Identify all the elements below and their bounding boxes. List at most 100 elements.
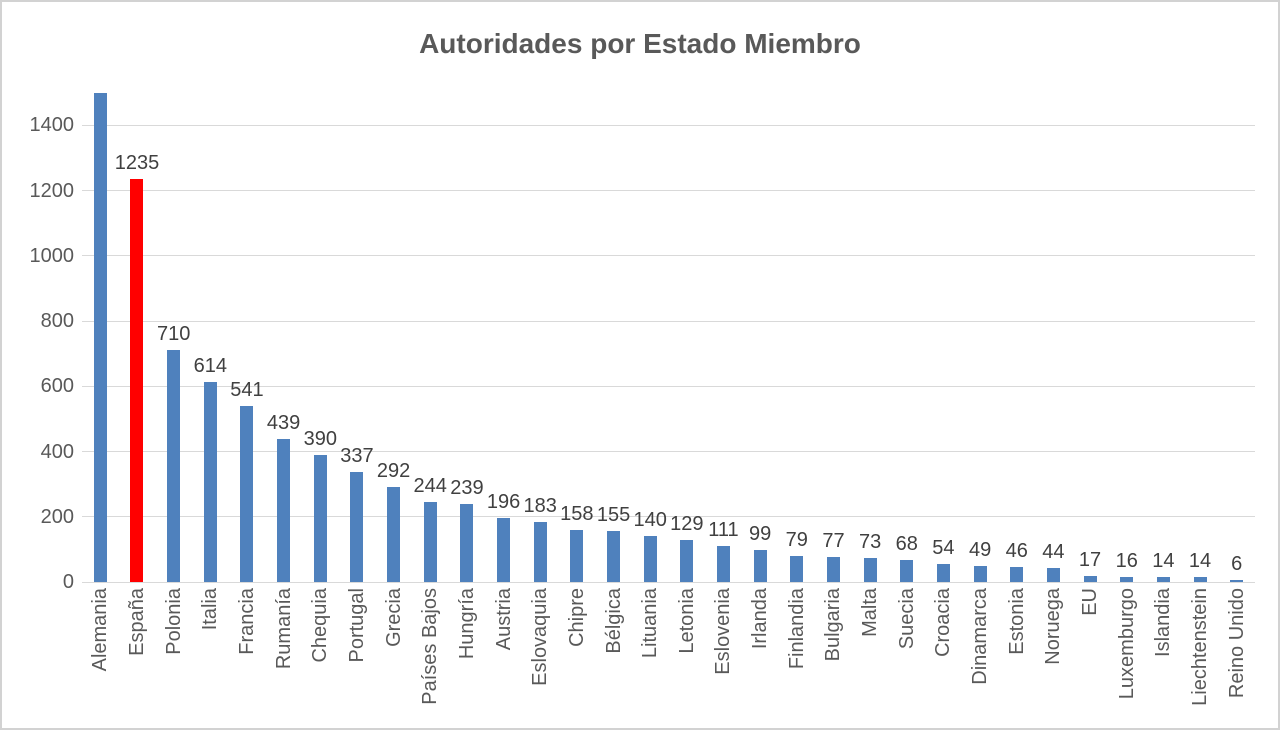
- x-axis-category-label: Islandia: [1152, 588, 1175, 657]
- bar-finlandia: [790, 556, 804, 582]
- bar-eslovenia: [716, 545, 730, 582]
- bar-liechtenstein: [1193, 577, 1207, 582]
- x-axis-category-label: Eslovaquia: [529, 588, 552, 686]
- gridline-400: [82, 451, 1255, 452]
- gridline-800: [82, 320, 1255, 322]
- x-axis-category-label: Eslovenia: [712, 588, 735, 675]
- bar-reino-unido: [1230, 580, 1244, 582]
- bar-grecia: [387, 486, 401, 582]
- x-axis-category-label: Noruega: [1042, 588, 1065, 665]
- x-axis-category-label: Estonia: [1005, 588, 1028, 655]
- x-axis-category-label: Italia: [199, 588, 222, 631]
- bar-malta: [863, 558, 877, 582]
- data-label-polonia: 710: [156, 323, 191, 346]
- bar-estonia: [1010, 566, 1024, 582]
- chart-title: Autoridades por Estado Miembro: [419, 28, 861, 59]
- gridline-1200: [82, 190, 1255, 191]
- data-label-chipre: 158: [560, 503, 594, 526]
- bar-letonia: [680, 539, 694, 582]
- data-label-hungría: 239: [450, 477, 484, 500]
- data-label-portugal: 337: [340, 445, 374, 468]
- y-axis-tick-label: 1000: [29, 244, 75, 267]
- data-label-reino-unido: 6: [1231, 553, 1243, 576]
- y-axis-tick-label: 1400: [29, 114, 75, 137]
- gridline-1400: [82, 124, 1255, 126]
- x-axis-category-label: Países Bajos: [419, 588, 442, 705]
- x-axis-category-label: Letonia: [675, 588, 698, 654]
- gridline-1000: [82, 255, 1255, 257]
- data-label-bulgaria: 77: [822, 529, 845, 552]
- y-axis-tick-label: 200: [40, 505, 74, 528]
- bar-lituania: [643, 536, 657, 582]
- data-label-eu: 17: [1078, 549, 1102, 572]
- bar-eslovaquia: [533, 522, 547, 582]
- data-label-grecia: 292: [376, 459, 411, 482]
- x-axis-category-label: Chequia: [309, 588, 332, 663]
- y-axis-tick-label: 1200: [29, 179, 75, 202]
- x-axis-category-label: Finlandia: [785, 588, 808, 670]
- bar-alemania: [93, 92, 107, 582]
- data-label-liechtenstein: 14: [1188, 550, 1212, 573]
- x-axis-category-label: Bélgica: [602, 588, 625, 654]
- data-label-letonia: 129: [670, 512, 704, 535]
- data-label-eslovenia: 111: [708, 518, 739, 541]
- data-label-dinamarca: 49: [968, 539, 992, 561]
- y-axis-tick-label: 0: [62, 571, 74, 593]
- x-axis-category-label: Luxemburgo: [1115, 588, 1138, 700]
- data-label-países-bajos: 244: [413, 475, 447, 498]
- data-label-bélgica: 155: [596, 504, 631, 527]
- x-axis-category-label: España: [125, 588, 148, 656]
- x-axis-category-label: Francia: [235, 588, 258, 655]
- x-axis-category-label: Bulgaria: [822, 588, 845, 662]
- x-axis-category-label: Rumanía: [272, 588, 295, 670]
- data-label-españa: 1235: [114, 152, 160, 175]
- data-label-malta: 73: [858, 531, 882, 554]
- data-label-suecia: 68: [895, 532, 918, 555]
- bar-dinamarca: [973, 566, 987, 582]
- bar-chequia: [313, 454, 327, 582]
- x-axis-category-label: Croacia: [932, 588, 955, 657]
- data-label-rumanía: 439: [266, 411, 301, 434]
- bar-irlanda: [753, 549, 767, 582]
- bar-bulgaria: [826, 556, 840, 582]
- bar-hungría: [460, 504, 474, 582]
- gridline-600: [82, 385, 1255, 387]
- bar-polonia: [167, 350, 181, 582]
- y-axis-tick-label: 400: [40, 440, 74, 463]
- x-axis-category-label: Irlanda: [749, 588, 772, 650]
- data-label-finlandia: 79: [785, 529, 808, 552]
- bar-islandia: [1156, 577, 1170, 582]
- x-axis-category-label: Grecia: [382, 588, 405, 647]
- gridline-0: [82, 581, 1255, 583]
- x-axis-category-label: EU: [1079, 588, 1102, 616]
- data-label-luxemburgo: 16: [1115, 549, 1138, 572]
- data-label-francia: 541: [230, 378, 264, 401]
- gridline-200: [82, 516, 1255, 518]
- bar-luxemburgo: [1120, 576, 1134, 582]
- bar-italia: [203, 381, 217, 582]
- bar-eu: [1083, 576, 1097, 582]
- data-label-estonia: 46: [1005, 539, 1028, 562]
- data-label-chequia: 390: [303, 427, 337, 450]
- y-axis-tick-label: 800: [40, 310, 74, 332]
- y-axis-tick-label: 600: [40, 375, 74, 398]
- data-label-italia: 614: [193, 354, 227, 377]
- x-axis-category-label: Suecia: [895, 588, 918, 650]
- x-axis-category-label: Alemania: [89, 588, 112, 672]
- x-axis-category-label: Polonia: [162, 588, 185, 655]
- bar-austria: [497, 518, 511, 582]
- bar-francia: [240, 405, 254, 582]
- bar-países-bajos: [423, 502, 437, 582]
- data-label-lituania: 140: [633, 509, 667, 532]
- x-axis-category-label: Malta: [859, 588, 882, 637]
- x-axis-category-label: Austria: [492, 588, 515, 651]
- data-label-noruega: 44: [1042, 540, 1065, 563]
- x-axis-category-label: Lituania: [639, 588, 662, 659]
- bar-portugal: [350, 472, 364, 582]
- data-label-islandia: 14: [1152, 550, 1175, 573]
- bar-rumanía: [277, 438, 291, 582]
- bar-españa: [130, 179, 144, 582]
- bar-croacia: [936, 564, 950, 582]
- bar-suecia: [900, 559, 914, 582]
